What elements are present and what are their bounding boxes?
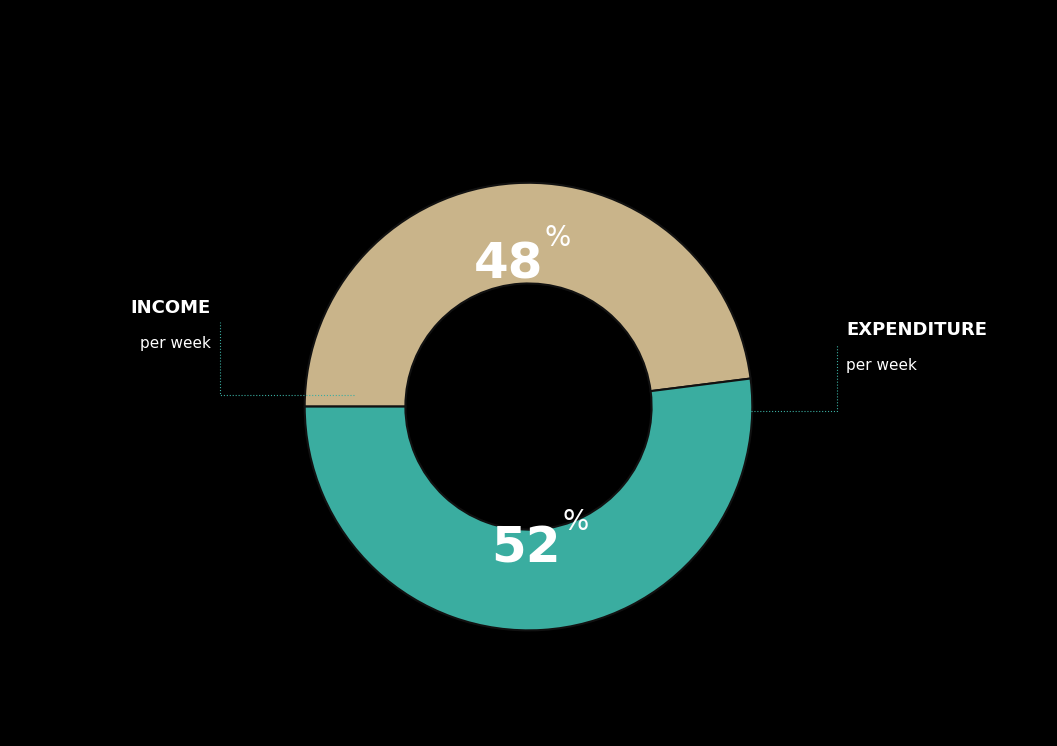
Text: 48: 48	[474, 241, 543, 289]
Wedge shape	[304, 378, 753, 630]
Text: 52: 52	[492, 524, 561, 572]
Text: %: %	[544, 224, 571, 251]
Text: per week: per week	[140, 336, 210, 351]
Text: INCOME: INCOME	[130, 299, 210, 317]
Wedge shape	[304, 183, 750, 407]
Text: per week: per week	[847, 358, 917, 373]
Text: EXPENDITURE: EXPENDITURE	[847, 322, 987, 339]
Text: %: %	[562, 508, 589, 536]
